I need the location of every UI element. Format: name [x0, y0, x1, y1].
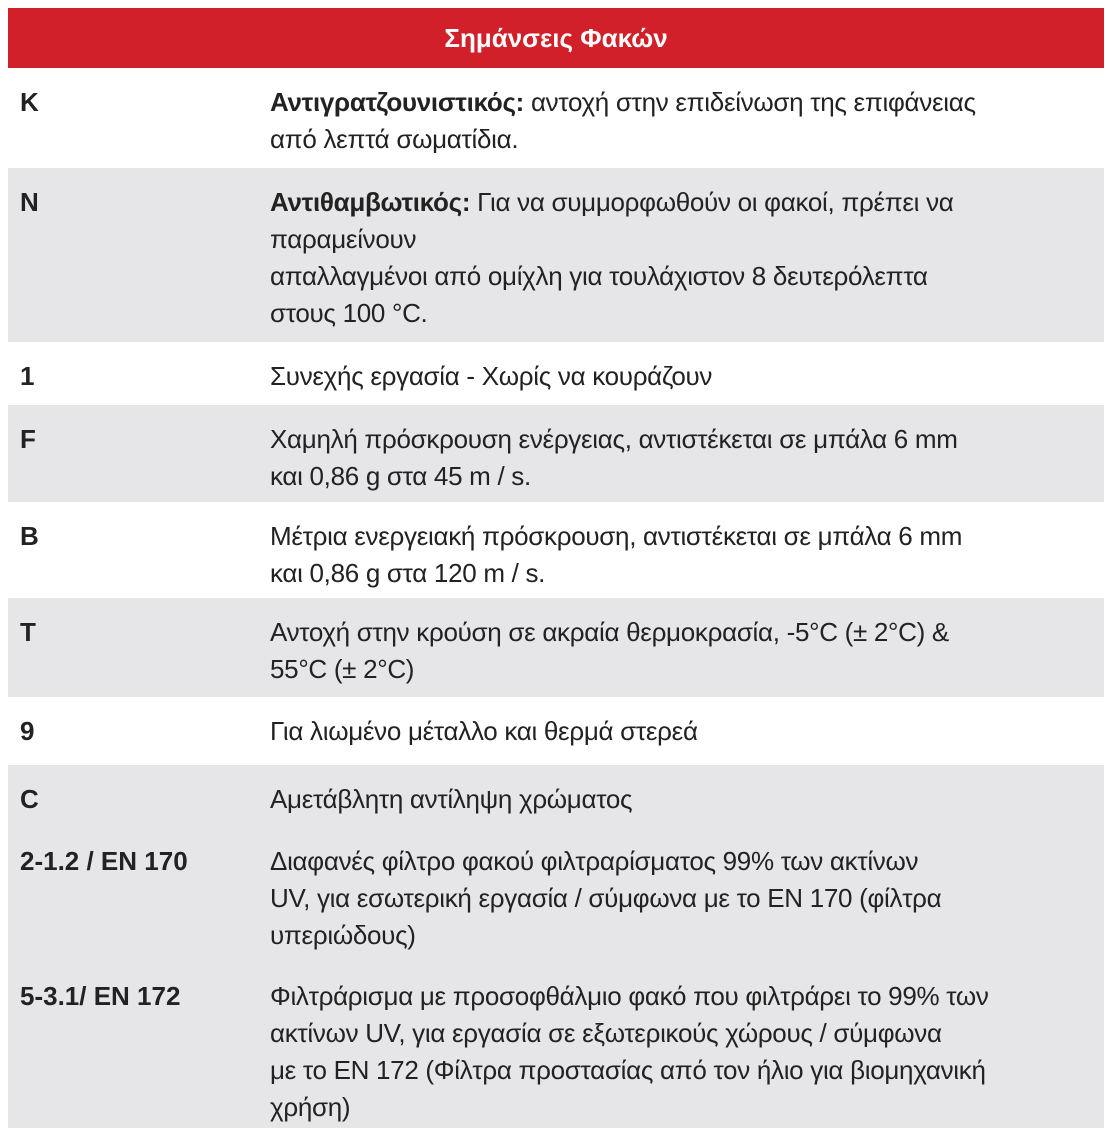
marking-description: Χαμηλή πρόσκρουση ενέργειας, αντιστέκετα…: [270, 421, 1084, 495]
table-row: F Χαμηλή πρόσκρουση ενέργειας, αντιστέκετ…: [8, 405, 1104, 502]
table-row: T Αντοχή στην κρούση σε ακραία θερμοκρασί…: [8, 598, 1104, 697]
marking-text: Φιλτράρισμα με προσοφθάλμιο φακό που φιλ…: [270, 981, 989, 1122]
marking-description: Αντοχή στην κρούση σε ακραία θερμοκρασία…: [270, 614, 1084, 688]
marking-text: Για να συμμορφωθούν οι φακοί, πρέπει να …: [270, 187, 954, 328]
marking-text: Διαφανές φίλτρο φακού φιλτραρίσματος 99%…: [270, 846, 942, 950]
marking-code: 9: [20, 716, 35, 746]
table-row: C Αμετάβλητη αντίληψη χρώματος: [8, 765, 1104, 827]
table-row: 5-3.1/ EN 172 Φιλτράρισμα με προσοφθάλμιο…: [8, 962, 1104, 1128]
table-row: 1 Συνεχής εργασία - Χωρίς να κουράζουν: [8, 342, 1104, 405]
marking-term: Αντιγρατζουνιστικός:: [270, 87, 525, 117]
marking-description: Συνεχής εργασία - Χωρίς να κουράζουν: [270, 358, 1084, 395]
table-row: 9 Για λιωμένο μέταλλο και θερμά στερεά: [8, 697, 1104, 765]
marking-description: Φιλτράρισμα με προσοφθάλμιο φακό που φιλ…: [270, 978, 1084, 1126]
marking-text: Αντοχή στην κρούση σε ακραία θερμοκρασία…: [270, 617, 949, 684]
marking-code: N: [20, 187, 39, 217]
marking-term: Αντιθαμβωτικός:: [270, 187, 471, 217]
marking-text: Για λιωμένο μέταλλο και θερμά στερεά: [270, 716, 698, 746]
marking-code: 5-3.1/ EN 172: [20, 981, 181, 1011]
marking-code: K: [20, 87, 39, 117]
marking-text: Αμετάβλητη αντίληψη χρώματος: [270, 784, 633, 814]
marking-text: Μέτρια ενεργειακή πρόσκρουση, αντιστέκετ…: [270, 521, 963, 588]
marking-code: C: [20, 784, 39, 814]
marking-description: Διαφανές φίλτρο φακού φιλτραρίσματος 99%…: [270, 843, 1084, 954]
marking-text: αντοχή στην επιδείνωση της επιφάνειας απ…: [270, 87, 976, 154]
table-row: 2-1.2 / EN 170 Διαφανές φίλτρο φακού φιλτ…: [8, 827, 1104, 962]
marking-description: Αμετάβλητη αντίληψη χρώματος: [270, 781, 1084, 818]
marking-description: Αντιγρατζουνιστικός: αντοχή στην επιδείν…: [270, 84, 1084, 158]
marking-code: 2-1.2 / EN 170: [20, 846, 188, 876]
marking-description: Για λιωμένο μέταλλο και θερμά στερεά: [270, 713, 1084, 750]
marking-code: 1: [20, 361, 35, 391]
table-title: Σημάνσεις Φακών: [8, 8, 1104, 68]
marking-code: F: [20, 424, 36, 454]
marking-text: Χαμηλή πρόσκρουση ενέργειας, αντιστέκετα…: [270, 424, 958, 491]
table-row: N Αντιθαμβωτικός: Για να συμμορφωθούν οι …: [8, 168, 1104, 342]
table-row: B Μέτρια ενεργειακή πρόσκρουση, αντιστέκε…: [8, 502, 1104, 598]
marking-code: B: [20, 521, 39, 551]
marking-description: Μέτρια ενεργειακή πρόσκρουση, αντιστέκετ…: [270, 518, 1084, 592]
marking-description: Αντιθαμβωτικός: Για να συμμορφωθούν οι φ…: [270, 184, 1084, 332]
marking-text: Συνεχής εργασία - Χωρίς να κουράζουν: [270, 361, 713, 391]
marking-code: T: [20, 617, 36, 647]
lens-markings-table: Σημάνσεις Φακών K Αντιγρατζουνιστικός: αν…: [8, 8, 1104, 1128]
table-row: K Αντιγρατζουνιστικός: αντοχή στην επιδεί…: [8, 68, 1104, 168]
